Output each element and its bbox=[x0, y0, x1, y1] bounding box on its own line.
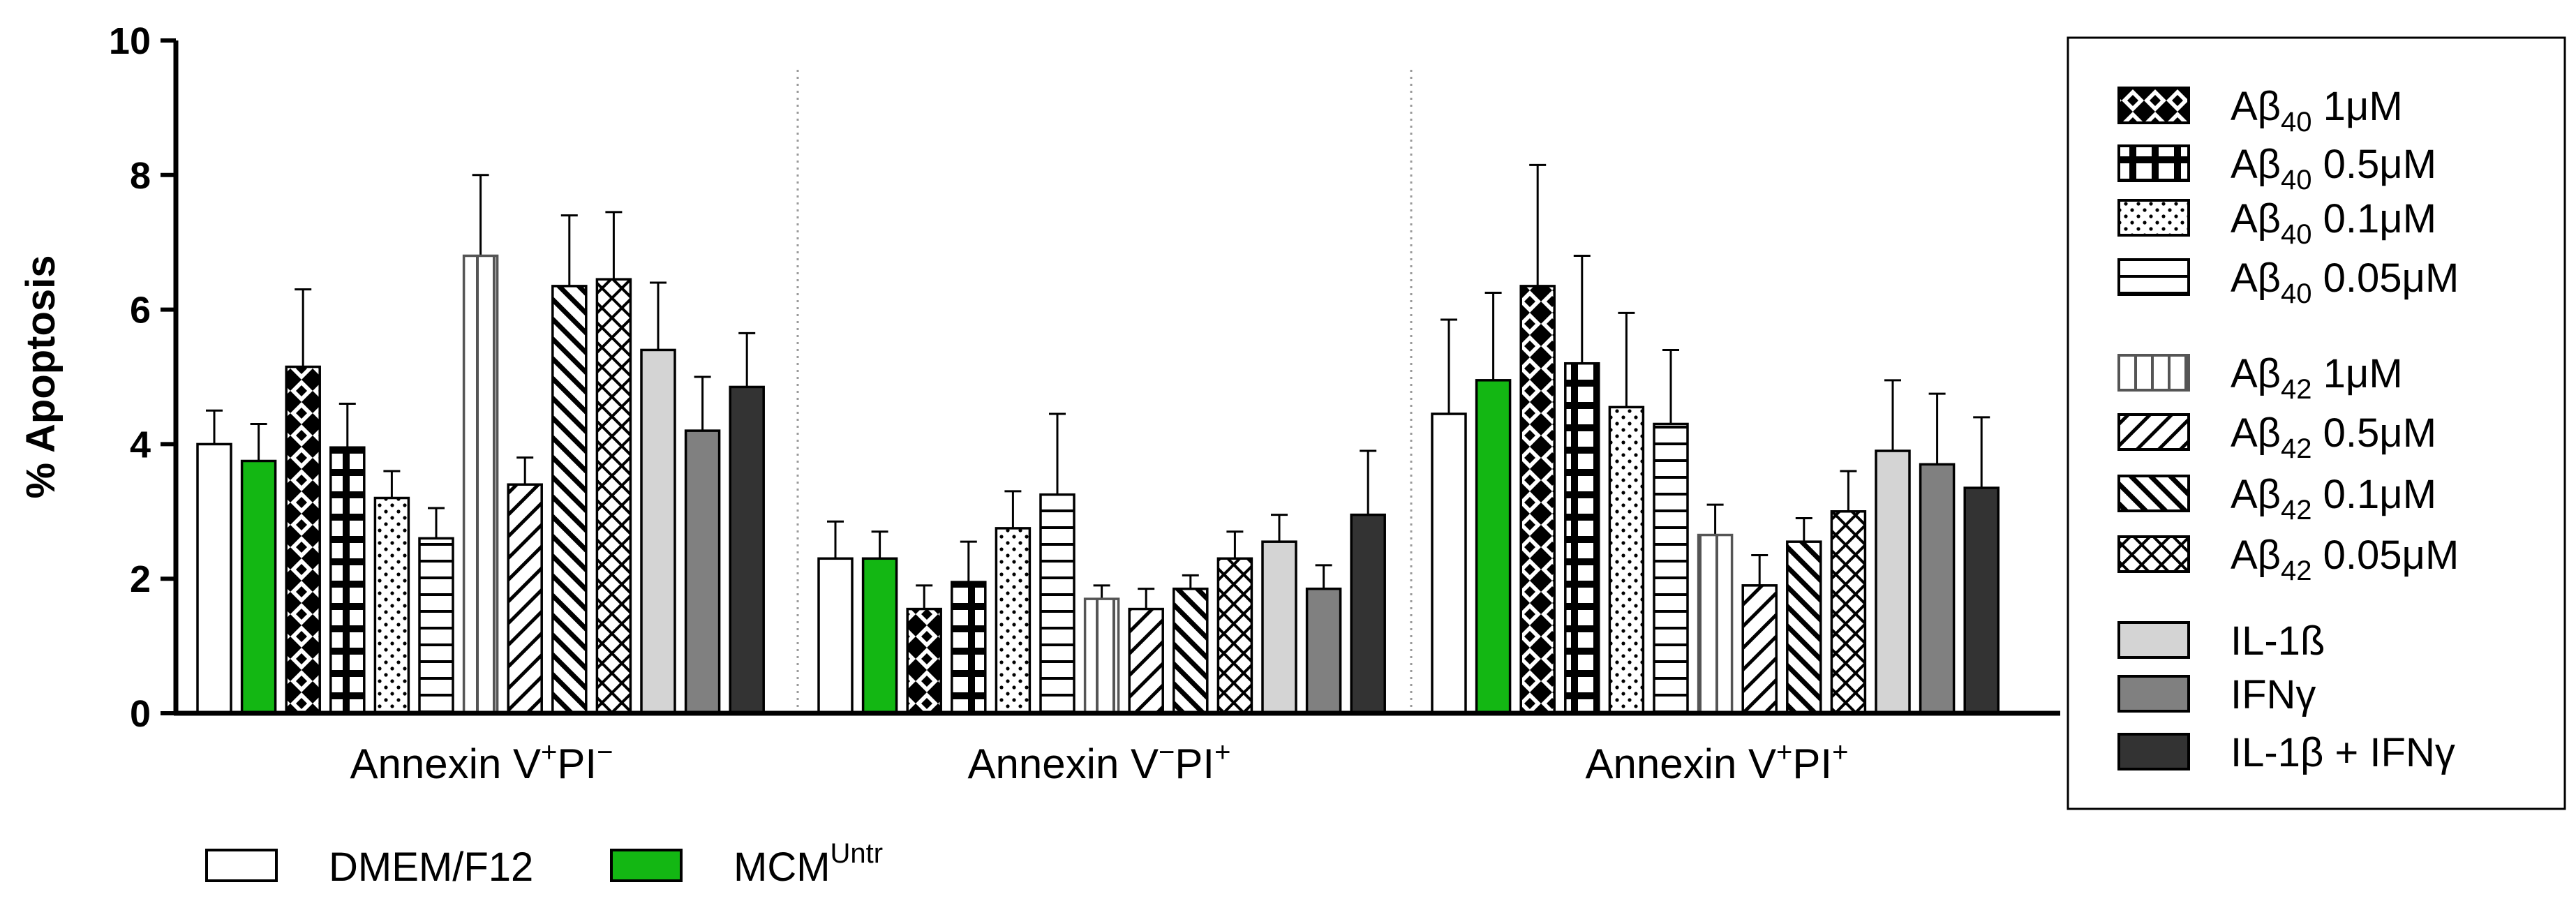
legend-label-9: IL-1ß bbox=[2231, 618, 2325, 664]
bar-4-2 bbox=[1608, 405, 1645, 715]
legend-swatch-9 bbox=[2117, 621, 2190, 659]
bar-2-1 bbox=[906, 607, 942, 715]
bar-4-1 bbox=[995, 527, 1032, 715]
legend-swatch-6 bbox=[2117, 413, 2190, 451]
bar-0-0 bbox=[196, 442, 232, 715]
y-tick-label-6: 6 bbox=[130, 290, 151, 332]
legend-label-7: Aβ42 0.1μM bbox=[2231, 472, 2436, 526]
bar-0-1 bbox=[817, 557, 854, 715]
bar-12-2 bbox=[1963, 486, 2000, 715]
bar-3-0 bbox=[329, 446, 366, 715]
bar-3-2 bbox=[1564, 362, 1600, 715]
legend-label-4: Aβ40 0.05μM bbox=[2231, 255, 2459, 309]
bar-9-1 bbox=[1216, 557, 1253, 715]
legend-swatch-3 bbox=[2117, 199, 2190, 237]
bar-2-0 bbox=[285, 365, 321, 715]
bar-11-1 bbox=[1305, 587, 1342, 715]
legend-label-8: Aβ42 0.05μM bbox=[2231, 533, 2459, 586]
bottom-legend-label-2: MCMUntr bbox=[734, 838, 883, 890]
legend-label-11: IL-1β + IFNγ bbox=[2231, 730, 2455, 775]
bar-0-2 bbox=[1431, 412, 1467, 715]
y-axis-label: % Apoptosis bbox=[18, 255, 64, 498]
bar-5-1 bbox=[1039, 493, 1075, 715]
bar-7-0 bbox=[507, 483, 543, 715]
bar-9-0 bbox=[595, 278, 632, 715]
group-label-2: Annexin V−PI+ bbox=[968, 737, 1231, 787]
legend-swatch-7 bbox=[2117, 475, 2190, 512]
legend-swatch-1 bbox=[2117, 87, 2190, 124]
bar-8-2 bbox=[1786, 540, 1822, 715]
bar-1-2 bbox=[1475, 379, 1512, 715]
group-label-1: Annexin V+PI− bbox=[350, 737, 613, 787]
legend-label-3: Aβ40 0.1μM bbox=[2231, 196, 2436, 250]
legend-label-6: Aβ42 0.5μM bbox=[2231, 410, 2436, 464]
bar-8-1 bbox=[1172, 587, 1209, 715]
bottom-legend-swatch-2 bbox=[610, 849, 683, 882]
legend-label-10: IFNγ bbox=[2231, 672, 2316, 717]
bar-6-1 bbox=[1083, 597, 1120, 715]
y-tick-label-0: 0 bbox=[130, 693, 151, 735]
bar-11-0 bbox=[684, 429, 721, 715]
legend-swatch-8 bbox=[2117, 535, 2190, 573]
bar-12-1 bbox=[1350, 513, 1386, 715]
legend-swatch-5 bbox=[2117, 354, 2190, 392]
bar-1-1 bbox=[861, 557, 898, 715]
group-label-3: Annexin V+PI+ bbox=[1586, 737, 1849, 787]
y-tick-label-2: 2 bbox=[130, 558, 151, 600]
bar-11-2 bbox=[1919, 463, 1956, 715]
bar-2-2 bbox=[1519, 285, 1556, 715]
legend-swatch-4 bbox=[2117, 258, 2190, 296]
legend-label-1: Aβ40 1μM bbox=[2231, 84, 2403, 137]
bar-10-2 bbox=[1875, 449, 1911, 715]
y-tick-label-4: 4 bbox=[130, 424, 151, 466]
bar-5-2 bbox=[1653, 422, 1689, 715]
bar-7-1 bbox=[1128, 607, 1164, 715]
bar-3-1 bbox=[951, 581, 987, 715]
bar-10-1 bbox=[1261, 540, 1297, 715]
bar-6-2 bbox=[1697, 533, 1734, 715]
bar-8-0 bbox=[551, 285, 588, 715]
legend-bottom: DMEM/F12 MCMUntr bbox=[205, 838, 883, 890]
bar-12-0 bbox=[729, 385, 765, 715]
bottom-legend-swatch-1 bbox=[205, 849, 278, 882]
y-tick-label-10: 10 bbox=[109, 20, 151, 62]
bar-1-0 bbox=[240, 459, 277, 715]
bar-10-0 bbox=[640, 348, 676, 715]
y-tick-label-8: 8 bbox=[130, 155, 151, 197]
legend-label-2: Aβ40 0.5μM bbox=[2231, 142, 2436, 195]
bar-7-2 bbox=[1741, 584, 1778, 715]
bar-5-0 bbox=[418, 537, 454, 715]
legend-swatch-11 bbox=[2117, 733, 2190, 770]
plot-area: 0 2 4 6 8 10 % Apoptosis Annexin V+PI− Annexin V… bbox=[18, 20, 2060, 787]
legend-swatch-10 bbox=[2117, 675, 2190, 713]
bar-4-0 bbox=[373, 496, 410, 715]
bar-9-2 bbox=[1830, 510, 1867, 715]
legend-label-5: Aβ42 1μM bbox=[2231, 351, 2403, 405]
bar-6-0 bbox=[462, 254, 499, 715]
legend-swatch-2 bbox=[2117, 144, 2190, 182]
bottom-legend-label-1: DMEM/F12 bbox=[329, 844, 533, 890]
